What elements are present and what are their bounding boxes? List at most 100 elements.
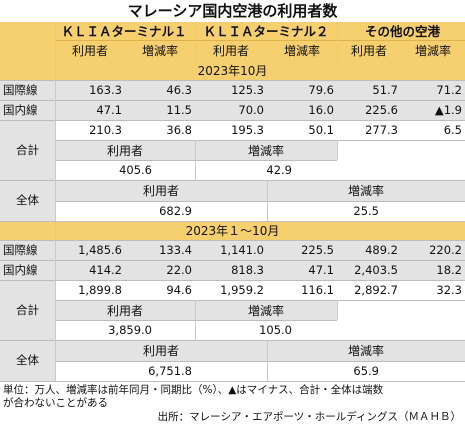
table-cell: 818.3 — [231, 263, 264, 277]
airport-header-klia2: ＫＬＩＡターミナル２ — [203, 24, 329, 39]
table-cell: 51.7 — [372, 83, 398, 97]
row-label-band — [0, 181, 55, 221]
klia-total-rate: 42.9 — [266, 163, 292, 177]
table-cell: 32.3 — [436, 283, 462, 297]
col-header-users: 利用者 — [350, 44, 387, 58]
row-label-band — [0, 281, 55, 340]
table-cell: 47.1 — [96, 103, 122, 117]
table-cell: 125.3 — [231, 83, 264, 97]
row-divider — [0, 221, 465, 222]
col-header-rate: 増減率 — [247, 144, 284, 158]
source-note: 出所：マレーシア・エアポーツ・ホールディングス（ＭＡＨＢ） — [157, 411, 461, 423]
table-cell: 16.0 — [308, 103, 334, 117]
row-divider — [55, 201, 465, 202]
subheader-band — [55, 181, 465, 201]
row-divider — [0, 120, 465, 121]
col-divider — [195, 300, 196, 340]
table-cell: 1,959.2 — [220, 283, 264, 297]
row-label-intl: 国際線 — [3, 243, 38, 257]
col-header-rate: 増減率 — [414, 44, 451, 58]
col-header-users: 利用者 — [142, 184, 179, 198]
table-cell: 210.3 — [89, 123, 122, 137]
row-divider — [0, 280, 465, 281]
col-header-rate: 増減率 — [283, 44, 320, 58]
all-users: 6,751.8 — [148, 364, 192, 378]
table-cell: 116.1 — [301, 283, 334, 297]
row-label-dom: 国内線 — [3, 263, 38, 277]
table-cell: 18.2 — [436, 263, 462, 277]
row-band — [0, 101, 465, 120]
row-label-band — [0, 341, 55, 381]
header-band — [0, 22, 465, 62]
section-heading-band — [0, 222, 465, 240]
subheader-band — [55, 301, 337, 320]
table-cell: 195.3 — [231, 123, 264, 137]
all-rate: 25.5 — [353, 204, 379, 218]
row-label-total: 合計 — [16, 143, 39, 157]
table-cell: 1,141.0 — [220, 243, 264, 257]
col-divider — [195, 140, 196, 180]
col-divider — [195, 22, 196, 62]
col-divider — [337, 300, 338, 320]
all-users: 682.9 — [159, 204, 192, 218]
col-divider — [267, 181, 268, 221]
row-band — [0, 241, 465, 260]
subheader-band — [55, 141, 337, 160]
page-title: マレーシア国内空港の利用者数 — [127, 2, 338, 20]
table-cell: 277.3 — [365, 123, 398, 137]
row-band — [0, 81, 465, 100]
header-divider — [55, 40, 465, 41]
table-cell: 22.0 — [166, 263, 192, 277]
col-header-rate: 増減率 — [347, 184, 384, 198]
table-cell: 94.6 — [166, 283, 192, 297]
row-divider — [55, 160, 337, 161]
table-cell: 225.6 — [365, 103, 398, 117]
row-divider — [0, 381, 465, 382]
col-header-rate: 増減率 — [347, 344, 384, 358]
col-header-users: 利用者 — [142, 344, 179, 358]
table-cell: 71.2 — [436, 83, 462, 97]
all-rate: 65.9 — [353, 364, 379, 378]
col-divider — [267, 341, 268, 381]
section-heading: 2023年１～10月 — [185, 224, 280, 238]
col-header-users: 利用者 — [106, 304, 143, 318]
row-divider — [0, 260, 465, 261]
row-divider — [55, 300, 465, 301]
row-divider — [0, 340, 465, 341]
row-label-total: 合計 — [16, 303, 39, 317]
table-cell: 11.5 — [166, 103, 192, 117]
klia-total-users: 3,859.0 — [108, 323, 152, 337]
table-cell: 489.2 — [365, 243, 398, 257]
section-heading-band — [0, 62, 465, 80]
table-cell: 2,892.7 — [354, 283, 398, 297]
row-divider — [0, 80, 465, 81]
row-divider — [55, 361, 465, 362]
table-cell: 133.4 — [159, 243, 192, 257]
col-divider — [337, 22, 338, 62]
row-label-all: 全体 — [16, 353, 39, 367]
col-header-users: 利用者 — [71, 44, 108, 58]
col-divider — [55, 22, 56, 381]
row-label-band — [0, 121, 55, 180]
section-heading: 2023年10月 — [197, 64, 268, 78]
row-divider — [55, 140, 465, 141]
unit-note: 単位：万人、増減率は前年同月・同期比（%）、▲はマイナス、合計・全体は端数 — [3, 384, 384, 396]
row-divider — [0, 240, 465, 241]
table-cell: 2,403.5 — [354, 263, 398, 277]
table-cell: 1,485.6 — [78, 243, 122, 257]
table-cell: 1,899.8 — [78, 283, 122, 297]
table-cell: 225.5 — [301, 243, 334, 257]
col-header-users: 利用者 — [106, 144, 143, 158]
row-divider — [0, 180, 465, 181]
row-label-dom: 国内線 — [3, 103, 38, 117]
row-label-all: 全体 — [16, 193, 39, 207]
klia-total-rate: 105.0 — [259, 323, 292, 337]
table-cell: 70.0 — [238, 103, 264, 117]
row-label-intl: 国際線 — [3, 83, 38, 97]
table-cell: 414.2 — [89, 263, 122, 277]
col-header-rate: 増減率 — [141, 44, 178, 58]
table-cell: 47.1 — [308, 263, 334, 277]
table-cell: 79.6 — [308, 83, 334, 97]
col-header-rate: 増減率 — [247, 304, 284, 318]
klia-total-users: 405.6 — [119, 163, 152, 177]
